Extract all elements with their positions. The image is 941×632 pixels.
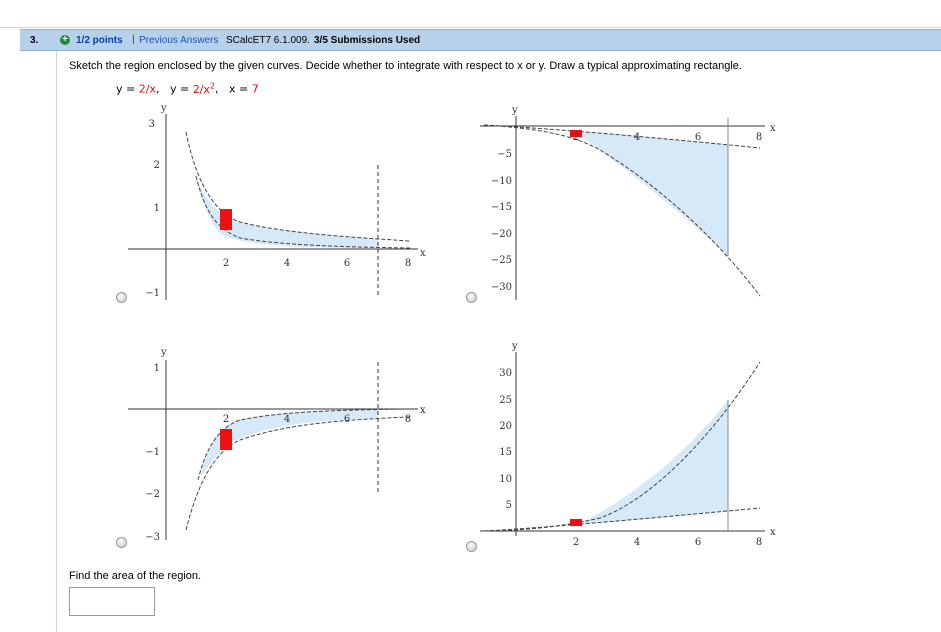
g3-xtick-4: 4 — [284, 414, 290, 425]
g1-y-axis-label: y — [160, 103, 167, 114]
g3-approx-rectangle — [220, 429, 232, 450]
g4-approx-rectangle — [570, 519, 582, 526]
radio-option-graph-4[interactable] — [466, 541, 477, 552]
g4-xtick-4: 4 — [634, 537, 640, 548]
g1-curve-upper — [185, 131, 411, 242]
g2-ytick-neg30: −30 — [491, 282, 512, 293]
g2-xtick-6: 6 — [695, 132, 701, 143]
g1-xtick-6: 6 — [344, 258, 350, 269]
g2-ytick-neg15: −15 — [491, 202, 512, 213]
g1-approx-rectangle — [220, 209, 232, 230]
g2-xtick-2: 2 — [573, 132, 579, 143]
g4-curve-upper — [483, 361, 761, 532]
expand-plus-icon[interactable]: + — [60, 35, 70, 45]
eq-y2-exponent: 2 — [209, 81, 215, 90]
g3-ytick-neg1: −1 — [145, 447, 160, 458]
g4-ytick-15: 15 — [499, 447, 512, 458]
g2-y-axis-label: y — [511, 105, 518, 116]
points-link[interactable]: 1/2 points — [76, 35, 123, 46]
g3-ytick-neg3: −3 — [145, 532, 160, 543]
g1-region — [196, 178, 378, 248]
g2-xtick-4: 4 — [634, 132, 640, 143]
g2-region — [576, 131, 728, 256]
eq-y1-expr: 2/x — [138, 82, 156, 96]
g1-xtick-2: 2 — [223, 258, 229, 269]
g1-x-axis-label: x — [420, 248, 426, 259]
eq-y2-expr: 2/x — [192, 82, 210, 96]
graph-3: y x 1 −1 −2 −3 2 4 6 8 — [128, 347, 426, 543]
graph-2: y x −5 −10 −15 −20 −25 −30 2 4 6 8 — [480, 105, 776, 300]
g3-y-axis-label: y — [160, 347, 167, 358]
question-prompt: Sketch the region enclosed by the given … — [69, 60, 742, 72]
g4-xtick-6: 6 — [695, 537, 701, 548]
g4-y-axis-label: y — [511, 341, 518, 352]
g4-xtick-8: 8 — [756, 537, 762, 548]
g3-ytick-neg2: −2 — [145, 489, 160, 500]
g1-xtick-8: 8 — [405, 258, 411, 269]
g3-xtick-6: 6 — [344, 414, 350, 425]
g2-ytick-neg25: −25 — [491, 255, 512, 266]
radio-option-graph-1[interactable] — [116, 292, 127, 303]
g3-region — [200, 409, 378, 478]
top-divider — [0, 27, 941, 28]
question-header: 3. + 1/2 points | Previous Answers SCalc… — [20, 29, 941, 51]
eq-y1-label: y = — [116, 82, 139, 96]
g4-xtick-2: 2 — [573, 537, 579, 548]
radio-option-graph-3[interactable] — [116, 537, 127, 548]
g4-ytick-25: 25 — [499, 395, 512, 406]
area-answer-input[interactable] — [69, 587, 155, 616]
g2-ytick-neg5: −5 — [497, 149, 512, 160]
g2-xtick-8: 8 — [756, 132, 762, 143]
g2-ytick-neg20: −20 — [491, 229, 512, 240]
g1-ytick-2: 2 — [154, 160, 160, 171]
g4-ytick-30: 30 — [499, 368, 512, 379]
submissions-used: 3/5 Submissions Used — [314, 35, 421, 46]
g1-xtick-4: 4 — [284, 258, 290, 269]
g4-x-axis-label: x — [770, 527, 776, 538]
eq-y2-label: y = — [169, 82, 193, 96]
g4-region — [576, 400, 728, 525]
g3-curve-upper — [197, 408, 411, 481]
g4-ytick-20: 20 — [499, 421, 512, 432]
g1-ytick-neg1: −1 — [145, 288, 160, 299]
question-source: SCalcET7 6.1.009. — [226, 35, 310, 46]
question-number: 3. — [30, 35, 39, 46]
g1-ytick-1: 1 — [154, 203, 160, 214]
graph-1: y x 3 2 1 −1 2 4 6 8 — [128, 103, 426, 300]
g2-approx-rectangle — [570, 130, 582, 137]
header-separator: | — [132, 34, 135, 45]
g2-x-axis-label: x — [770, 123, 776, 134]
previous-answers-link[interactable]: Previous Answers — [139, 35, 219, 46]
g1-ytick-3: 3 — [149, 119, 155, 130]
g2-ytick-neg10: −10 — [491, 176, 512, 187]
area-question-label: Find the area of the region. — [69, 570, 202, 582]
g3-curve-lower — [185, 416, 411, 531]
g3-xtick-8: 8 — [405, 414, 411, 425]
eq-x-value: 7 — [251, 82, 259, 96]
g1-curve-lower — [195, 175, 411, 249]
g3-xtick-2: 2 — [223, 414, 229, 425]
eq-x-label: x = — [229, 82, 252, 96]
g4-ytick-10: 10 — [499, 474, 512, 485]
graph-4: y x 30 25 20 15 10 5 2 4 6 8 — [480, 341, 776, 548]
radio-option-graph-2[interactable] — [466, 292, 477, 303]
equation-line: y = 2/x, y = 2/x2, x = 7 — [116, 81, 259, 96]
left-margin-rule — [56, 51, 57, 632]
g2-curve-lower — [483, 124, 761, 297]
g4-ytick-5: 5 — [506, 500, 512, 511]
g3-x-axis-label: x — [420, 405, 426, 416]
g3-ytick-1: 1 — [154, 363, 160, 374]
